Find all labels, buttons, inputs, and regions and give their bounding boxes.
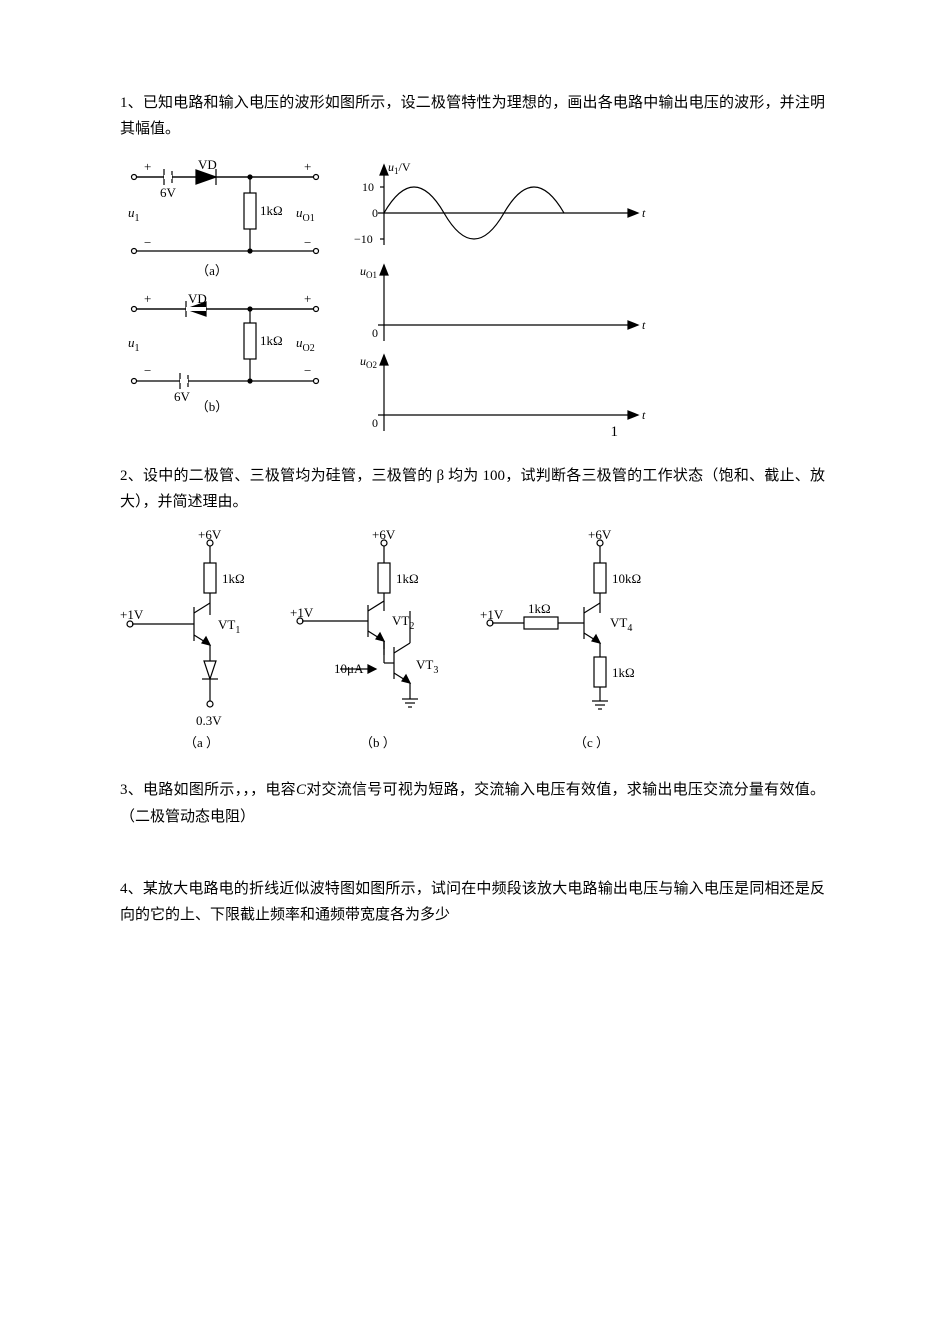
svg-text:+: +: [304, 291, 311, 306]
q2-circuit-a: +6V 1kΩ +1V VT1 0.3V （a ）: [114, 529, 274, 759]
svg-text:u1: u1: [128, 335, 140, 354]
svg-text:u1: u1: [128, 205, 140, 224]
svg-text:+1V: +1V: [120, 607, 144, 622]
svg-text:+: +: [144, 159, 151, 174]
svg-text:+1V: +1V: [480, 607, 504, 622]
svg-text:VT1: VT1: [218, 617, 240, 636]
q1a-vd: VD: [198, 157, 217, 172]
svg-text:（c ）: （c ）: [574, 735, 609, 750]
q1a-6v: 6V: [160, 185, 177, 200]
svg-text:t: t: [642, 318, 646, 332]
q1-wave-input: u1/V 10 0 −10 t: [348, 157, 658, 259]
svg-text:1kΩ: 1kΩ: [396, 571, 419, 586]
q1b-vd: VD: [188, 291, 207, 306]
q3-text: 3、电路如图所示，，，电容C对交流信号可视为短路，交流输入电压有效值，求输出电压…: [120, 777, 825, 830]
svg-text:+: +: [304, 159, 311, 174]
q1a-caption: （a）: [196, 263, 228, 278]
q1-figure-row: + + − − 6V VD 1kΩ u1 uO1 （a）: [120, 157, 825, 445]
q1-circuit-a: + + − − 6V VD 1kΩ u1 uO1 （a）: [120, 157, 330, 289]
svg-text:uO2: uO2: [360, 354, 377, 370]
svg-text:−: −: [304, 363, 311, 378]
svg-text:uO2: uO2: [296, 335, 315, 354]
q4-text: 4、某放大电路电的折线近似波特图如图所示，试问在中频段该放大电路输出电压与输入电…: [120, 876, 825, 929]
svg-text:1kΩ: 1kΩ: [612, 665, 635, 680]
q1-graphs-col: u1/V 10 0 −10 t uO1 0 t: [348, 157, 658, 445]
svg-text:10: 10: [362, 180, 374, 194]
svg-text:0: 0: [372, 326, 378, 340]
svg-text:（a ）: （a ）: [184, 735, 219, 750]
svg-text:−: −: [144, 235, 151, 250]
svg-text:uO1: uO1: [360, 264, 377, 280]
q1a-r: 1kΩ: [260, 203, 283, 218]
svg-text:−: −: [304, 235, 311, 250]
svg-text:+6V: +6V: [588, 529, 612, 542]
q1b-caption: （b）: [196, 399, 229, 414]
page-number: 1: [611, 419, 619, 445]
q1-circuits-col: + + − − 6V VD 1kΩ u1 uO1 （a）: [120, 157, 330, 421]
svg-text:10kΩ: 10kΩ: [612, 571, 641, 586]
svg-text:+: +: [144, 291, 151, 306]
q1-circuit-b: + + − − VD 1kΩ 6V u1 uO2 （b）: [120, 289, 330, 421]
svg-text:0.3V: 0.3V: [196, 713, 222, 728]
q1-wave-o1: uO1 0 t: [348, 259, 658, 349]
svg-text:1kΩ: 1kΩ: [222, 571, 245, 586]
svg-text:（b ）: （b ）: [360, 735, 396, 750]
q2-circuit-c: +6V 10kΩ +1V 1kΩ VT4 1kΩ （c ）: [474, 529, 664, 759]
svg-text:t: t: [642, 206, 646, 220]
svg-text:0: 0: [372, 416, 378, 430]
svg-text:u1/V: u1/V: [388, 160, 411, 176]
svg-text:−: −: [144, 363, 151, 378]
q2-circuit-b: +6V 1kΩ +1V VT2 10μA VT3 （b ）: [284, 529, 464, 759]
svg-text:+6V: +6V: [372, 529, 396, 542]
svg-text:1kΩ: 1kΩ: [528, 601, 551, 616]
q1b-r: 1kΩ: [260, 333, 283, 348]
svg-text:VT3: VT3: [416, 657, 438, 676]
svg-text:t: t: [642, 408, 646, 422]
svg-text:VT4: VT4: [610, 615, 632, 634]
exam-page: 1、已知电路和输入电压的波形如图所示，设二极管特性为理想的，画出各电路中输出电压…: [0, 0, 945, 1337]
svg-text:VT2: VT2: [392, 613, 414, 632]
q2-text: 2、设中的二极管、三极管均为硅管，三极管的 β 均为 100，试判断各三极管的工…: [120, 463, 825, 516]
q2-figure-row: +6V 1kΩ +1V VT1 0.3V （a ）: [114, 529, 825, 759]
svg-text:+1V: +1V: [290, 605, 314, 620]
svg-text:0: 0: [372, 206, 378, 220]
svg-text:−10: −10: [354, 232, 373, 246]
svg-text:uO1: uO1: [296, 205, 315, 224]
q1b-6v: 6V: [174, 389, 191, 404]
svg-text:+6V: +6V: [198, 529, 222, 542]
q1-text: 1、已知电路和输入电压的波形如图所示，设二极管特性为理想的，画出各电路中输出电压…: [120, 90, 825, 143]
